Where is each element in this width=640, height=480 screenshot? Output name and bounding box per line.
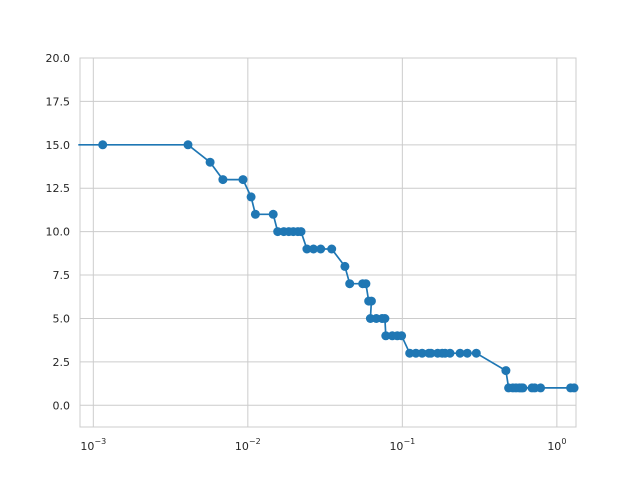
y-tick-label: 17.5 <box>46 95 71 108</box>
data-point <box>462 348 472 358</box>
data-point <box>366 296 376 306</box>
data-point <box>238 175 248 185</box>
data-point <box>426 348 436 358</box>
data-point <box>417 348 427 358</box>
data-point <box>205 157 215 167</box>
data-point <box>518 383 528 393</box>
data-point <box>380 314 390 323</box>
data-point <box>361 279 371 289</box>
data-point <box>536 383 546 393</box>
x-axis-ticks: 10−3 10−2 10−1 100 <box>80 437 566 453</box>
axes-frame <box>79 57 577 428</box>
data-point <box>296 227 306 237</box>
x-tick-label: 10−1 <box>389 437 415 453</box>
data-point <box>405 348 415 358</box>
x-tick-label: 100 <box>547 437 566 453</box>
y-tick-label: 0.0 <box>53 399 71 412</box>
y-axis-ticks: 0.0 2.5 5.0 7.5 10.0 12.5 15.0 17.5 20.0 <box>46 52 71 412</box>
y-tick-label: 5.0 <box>53 312 71 325</box>
data-point <box>327 244 337 254</box>
y-tick-label: 12.5 <box>46 182 71 195</box>
data-point <box>397 331 407 341</box>
data-point <box>268 209 278 219</box>
data-point <box>345 279 355 289</box>
data-point <box>340 261 350 271</box>
data-point <box>309 244 318 254</box>
data-point <box>471 348 481 358</box>
data-point <box>302 244 312 254</box>
y-tick-label: 7.5 <box>53 269 71 282</box>
y-tick-label: 20.0 <box>46 52 71 65</box>
data-point <box>316 244 326 254</box>
data-point <box>445 348 455 358</box>
data-point <box>411 348 421 358</box>
data-point <box>381 331 391 341</box>
data-point <box>501 366 511 376</box>
data-point <box>455 348 465 358</box>
data-point <box>183 140 193 150</box>
series-markers <box>98 140 579 393</box>
data-point <box>250 209 260 219</box>
y-tick-label: 15.0 <box>46 139 71 152</box>
y-tick-label: 2.5 <box>53 356 71 369</box>
y-tick-label: 10.0 <box>46 226 71 239</box>
x-tick-label: 10−3 <box>80 437 106 453</box>
data-point <box>98 140 108 150</box>
data-point <box>218 175 228 185</box>
x-tick-label: 10−2 <box>235 437 261 453</box>
data-point <box>246 192 256 202</box>
data-point <box>569 383 579 393</box>
